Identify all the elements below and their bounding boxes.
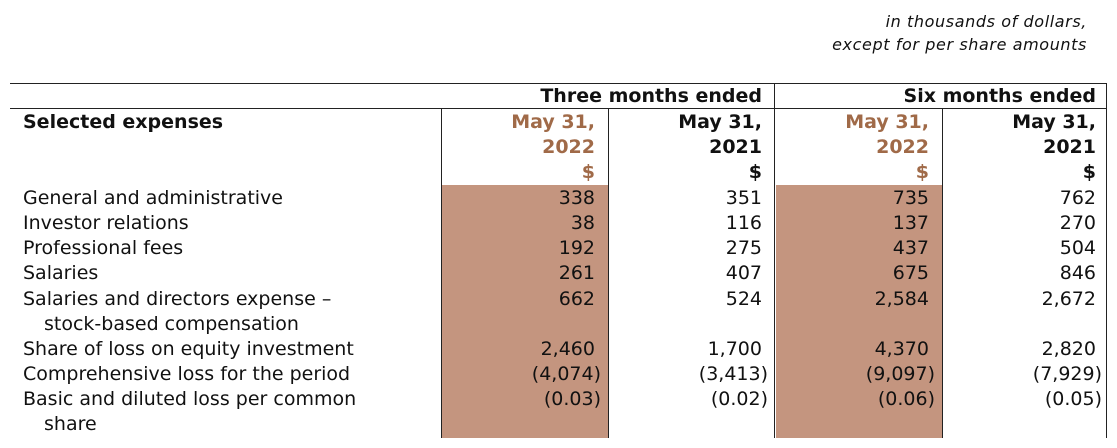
column-header-1-line2: 2022	[542, 136, 595, 158]
column-divider-1	[441, 108, 442, 438]
cell-value: 437	[892, 237, 929, 259]
group-divider	[774, 83, 775, 438]
cell-value: 504	[1059, 237, 1096, 259]
cell-value: (0.05)	[1044, 388, 1102, 410]
cell-value: 38	[570, 212, 595, 234]
cell-value: 270	[1059, 212, 1096, 234]
cell-value: (9,097)	[865, 363, 935, 385]
column-header-1-line1: May 31,	[511, 111, 595, 133]
cell-value: (0.03)	[543, 388, 601, 410]
column-header-2-line1: May 31,	[678, 111, 762, 133]
cell-value: 192	[558, 237, 595, 259]
cell-value: 351	[725, 187, 762, 209]
row-label-general-administrative: General and administrative	[23, 187, 283, 209]
row-label-equity-investment-loss: Share of loss on equity investment	[23, 338, 354, 360]
table-right-border	[1106, 83, 1107, 438]
group-header-three-months: Three months ended	[540, 85, 762, 107]
cell-value: 4,370	[874, 338, 929, 360]
units-note-line1: in thousands of dollars,	[885, 12, 1087, 31]
cell-value: 2,460	[540, 338, 595, 360]
column-divider-3	[942, 108, 943, 438]
row-label-professional-fees: Professional fees	[23, 237, 184, 259]
cell-value: 137	[892, 212, 929, 234]
row-label-investor-relations: Investor relations	[23, 212, 189, 234]
row-label-stock-based-compensation: Salaries and directors expense –	[23, 288, 332, 310]
row-label-loss-per-share: Basic and diluted loss per common	[23, 388, 357, 410]
units-note: in thousands of dollars, except for per …	[832, 10, 1087, 56]
cell-value: 1,700	[707, 338, 762, 360]
column-header-4-unit: $	[1082, 161, 1096, 183]
column-header-1-unit: $	[581, 161, 595, 183]
section-label: Selected expenses	[23, 111, 224, 133]
row-label-stock-based-compensation-line2: stock-based compensation	[44, 313, 299, 335]
column-header-3-unit: $	[915, 161, 929, 183]
highlight-column-three-months-2022	[442, 185, 608, 438]
column-divider-2	[608, 108, 609, 438]
cell-value: 735	[892, 187, 929, 209]
cell-value: 338	[558, 187, 595, 209]
group-header-six-months: Six months ended	[903, 85, 1096, 107]
column-header-4-line1: May 31,	[1012, 111, 1096, 133]
cell-value: (3,413)	[698, 363, 768, 385]
cell-value: 524	[725, 288, 762, 310]
cell-value: 762	[1059, 187, 1096, 209]
units-note-line2: except for per share amounts	[832, 35, 1087, 54]
group-header-rule	[10, 108, 1107, 109]
row-label-comprehensive-loss: Comprehensive loss for the period	[23, 363, 351, 385]
cell-value: 261	[558, 262, 595, 284]
column-header-2-unit: $	[748, 161, 762, 183]
cell-value: 675	[892, 262, 929, 284]
column-header-3-line1: May 31,	[845, 111, 929, 133]
cell-value: (0.02)	[710, 388, 768, 410]
cell-value: 2,820	[1041, 338, 1096, 360]
cell-value: (7,929)	[1032, 363, 1102, 385]
row-label-loss-per-share-line2: share	[44, 413, 97, 435]
cell-value: 275	[725, 237, 762, 259]
column-header-3-line2: 2022	[876, 136, 929, 158]
cell-value: 846	[1059, 262, 1096, 284]
row-label-salaries: Salaries	[23, 262, 99, 284]
cell-value: 116	[725, 212, 762, 234]
cell-value: 407	[725, 262, 762, 284]
column-header-4-line2: 2021	[1043, 136, 1096, 158]
column-header-2-line2: 2021	[709, 136, 762, 158]
cell-value: (0.06)	[877, 388, 935, 410]
cell-value: 662	[558, 288, 595, 310]
table-top-rule	[10, 83, 1107, 84]
cell-value: 2,672	[1041, 288, 1096, 310]
cell-value: 2,584	[874, 288, 929, 310]
highlight-column-six-months-2022	[776, 185, 942, 438]
cell-value: (4,074)	[531, 363, 601, 385]
